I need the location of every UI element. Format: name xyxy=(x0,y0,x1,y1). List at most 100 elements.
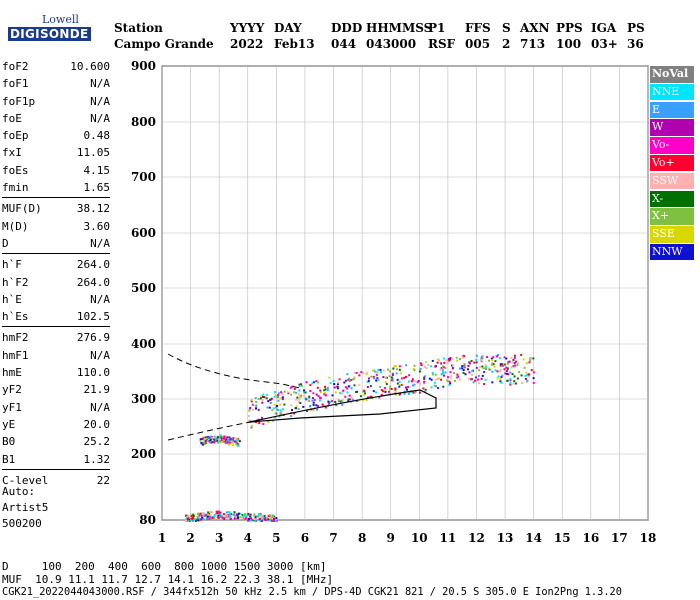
echo-point xyxy=(281,398,284,401)
echo-point xyxy=(319,389,322,392)
echo-point xyxy=(377,378,380,381)
echo-point xyxy=(433,384,436,387)
footer-muf-row: MUF 10.9 11.1 11.7 12.7 14.1 16.2 22.3 3… xyxy=(2,573,334,586)
header-value-ddd: 044 xyxy=(331,37,357,51)
echo-point xyxy=(443,361,446,364)
echo-point xyxy=(297,407,300,410)
echo-point xyxy=(436,361,439,364)
echo-point xyxy=(187,518,190,521)
echo-point xyxy=(204,436,207,439)
y-tick-label: 700 xyxy=(131,170,156,184)
param-value: 110.0 xyxy=(76,366,110,380)
echo-point xyxy=(259,514,262,517)
echo-point xyxy=(499,364,502,367)
echo-point xyxy=(303,389,306,392)
echo-point xyxy=(273,403,276,406)
param-name: yF1 xyxy=(2,400,22,414)
echo-point xyxy=(261,398,264,401)
echo-point xyxy=(517,362,520,365)
echo-point xyxy=(253,513,256,516)
echo-point xyxy=(513,380,516,383)
echo-point xyxy=(274,391,277,394)
echo-point xyxy=(423,377,426,380)
echo-point xyxy=(436,358,439,361)
echo-point xyxy=(237,444,240,447)
echo-point xyxy=(308,399,311,402)
echo-point xyxy=(520,382,523,385)
echo-point xyxy=(414,380,417,383)
echo-point xyxy=(478,369,481,372)
param-group: foF2 10.600 foF1 N/A foF1p N/A foE N/A foEp 0.48 f… xyxy=(2,58,110,199)
echo-point xyxy=(523,366,526,369)
echo-point xyxy=(213,440,216,443)
echo-point xyxy=(338,378,341,381)
echo-point xyxy=(298,400,301,403)
echo-point xyxy=(430,386,433,389)
echo-point xyxy=(390,379,393,382)
echo-point xyxy=(485,368,488,371)
param-name: h`E xyxy=(2,292,22,306)
header-station-value: Campo Grande xyxy=(114,37,214,51)
echo-point xyxy=(315,393,318,396)
echo-point xyxy=(209,435,212,438)
echo-point xyxy=(265,519,268,522)
param-name: h`Es xyxy=(2,310,29,324)
polarization-legend: NoVal NNE E W Vo- Vo+ SSW X- X+ SSE NNW xyxy=(650,66,694,262)
echo-point xyxy=(209,438,212,441)
echo-point xyxy=(392,367,395,370)
echo-point xyxy=(324,388,327,391)
echo-point xyxy=(239,516,242,519)
echo-point xyxy=(209,514,212,517)
echo-point xyxy=(263,517,266,520)
echo-point xyxy=(366,380,369,383)
echo-point xyxy=(375,373,378,376)
echo-point xyxy=(461,367,464,370)
param-group: hmF2 276.9 hmF1 N/A hmE 110.0 yF2 21.9 yF1 N/A yE 2… xyxy=(2,329,110,470)
y-tick-label: 600 xyxy=(131,226,156,240)
echo-point xyxy=(236,442,239,445)
echo-point xyxy=(514,364,517,367)
echo-point xyxy=(264,518,267,521)
echo-point xyxy=(261,401,264,404)
echo-point xyxy=(424,388,427,391)
echo-point xyxy=(218,437,221,440)
echo-point xyxy=(187,514,190,517)
echo-point xyxy=(444,371,447,374)
echo-point xyxy=(389,387,392,390)
param-value: 264.0 xyxy=(76,258,110,272)
echo-point xyxy=(398,368,401,371)
echo-point xyxy=(449,357,452,360)
echo-point xyxy=(280,412,283,415)
echo-point xyxy=(196,516,199,519)
echo-point xyxy=(311,399,314,402)
echo-point xyxy=(407,380,410,383)
echo-point xyxy=(258,422,261,425)
param-row: hmF1 N/A xyxy=(2,347,110,364)
header-value-ffs: 005 xyxy=(465,37,491,51)
echo-point xyxy=(384,390,387,393)
header-label-iga: IGA xyxy=(591,21,617,35)
echo-point xyxy=(344,386,347,389)
echo-point xyxy=(308,397,311,400)
echo-point xyxy=(382,369,385,372)
param-value: 264.0 xyxy=(76,275,110,289)
echo-point xyxy=(215,435,218,438)
echo-point xyxy=(407,392,410,395)
echo-point xyxy=(428,377,431,380)
profile-curve-dashed xyxy=(167,353,301,389)
param-name: foF1 xyxy=(2,77,29,91)
echo-point xyxy=(255,400,258,403)
echo-point xyxy=(380,389,383,392)
echo-point xyxy=(298,385,301,388)
echo-point xyxy=(222,438,225,441)
auto-artist: Artist5 xyxy=(2,501,49,514)
echo-point xyxy=(227,511,230,514)
echo-point xyxy=(504,372,507,375)
echo-point xyxy=(449,371,452,374)
echo-point xyxy=(450,374,453,377)
echo-point xyxy=(486,356,489,359)
echo-point xyxy=(235,513,238,516)
echo-point xyxy=(347,398,350,401)
echo-point xyxy=(295,405,298,408)
x-tick-label: 5 xyxy=(272,531,280,545)
